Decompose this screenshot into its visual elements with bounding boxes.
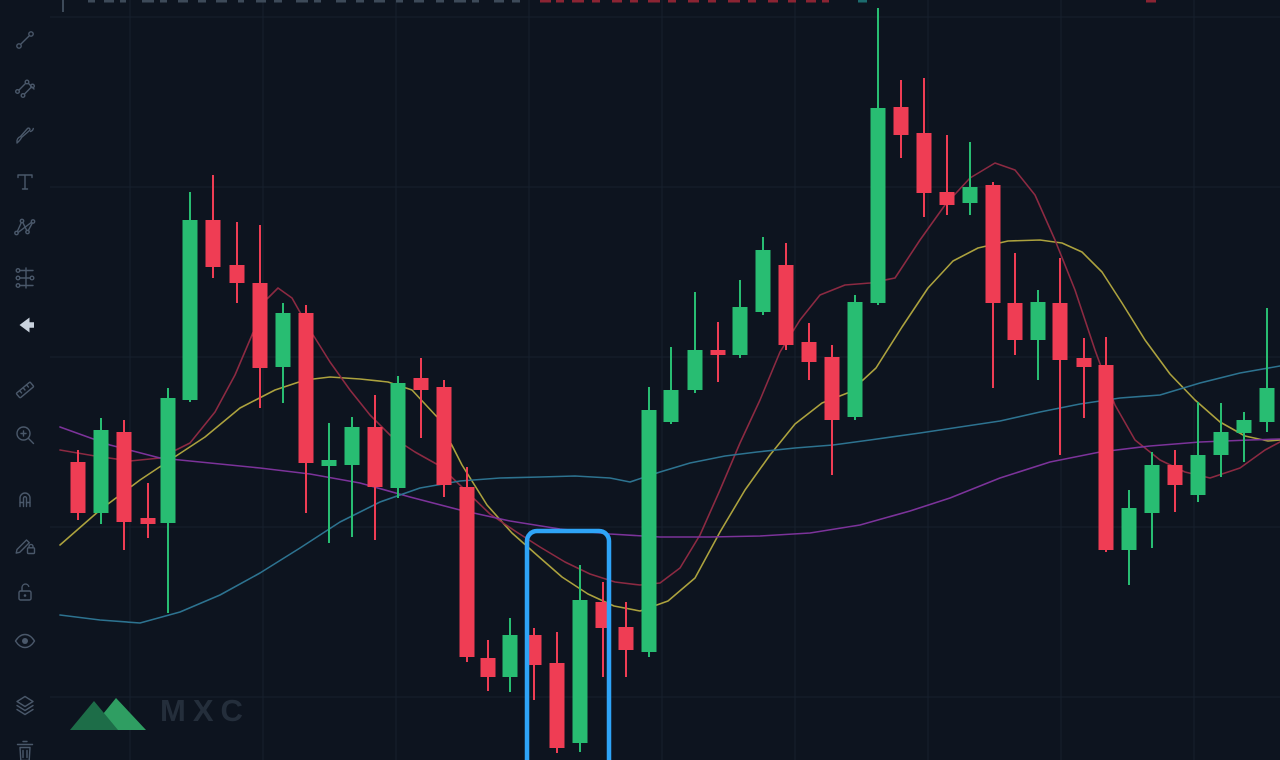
candle xyxy=(252,225,268,408)
candle xyxy=(436,380,452,497)
candle xyxy=(1213,403,1229,477)
text-icon xyxy=(17,174,33,190)
candle xyxy=(344,417,360,537)
candle xyxy=(893,80,909,158)
ma-crimson xyxy=(59,162,1280,586)
candle xyxy=(801,323,817,380)
candle xyxy=(1098,337,1114,552)
grid-layer xyxy=(50,0,1280,760)
candle xyxy=(618,602,634,677)
candle xyxy=(275,303,291,403)
candle xyxy=(732,280,748,358)
candle xyxy=(687,292,703,393)
candle xyxy=(755,237,771,315)
candle xyxy=(298,305,314,513)
xabcd-pattern-tool-button[interactable] xyxy=(8,211,42,245)
candle xyxy=(1167,450,1183,512)
candle xyxy=(480,640,496,691)
candle xyxy=(663,347,679,424)
brush-tool-button[interactable] xyxy=(8,118,42,152)
candle xyxy=(459,467,475,662)
candle xyxy=(847,295,863,420)
text-tool-button[interactable] xyxy=(8,165,42,199)
ma-magenta xyxy=(59,426,1280,538)
gann-fib-tool-button[interactable] xyxy=(8,71,42,105)
candle xyxy=(710,322,726,382)
unlock-icon xyxy=(18,583,32,601)
candle xyxy=(1076,338,1092,418)
zoom-in-icon xyxy=(16,426,35,445)
candle xyxy=(1121,490,1137,585)
candle xyxy=(205,175,221,278)
ma-lines-layer xyxy=(59,162,1280,624)
ruler-tool-button[interactable] xyxy=(8,373,42,407)
ma-teal xyxy=(59,365,1280,624)
candle xyxy=(1007,253,1023,355)
candle xyxy=(93,418,109,524)
ma-yellow xyxy=(59,239,1280,612)
candle xyxy=(549,632,565,753)
trend-line-tool-button[interactable] xyxy=(8,23,42,57)
candle xyxy=(778,243,794,350)
hide-all-drawings-button[interactable] xyxy=(8,624,42,658)
trash-icon xyxy=(16,740,34,760)
zoom-in-tool-button[interactable] xyxy=(8,418,42,452)
candle xyxy=(572,565,588,752)
gann-fib-icon xyxy=(15,79,36,99)
candle xyxy=(1052,258,1068,455)
candle xyxy=(870,8,886,305)
candlestick-layer xyxy=(70,8,1275,753)
candle xyxy=(367,395,383,540)
candle xyxy=(182,192,198,402)
candle xyxy=(321,423,337,543)
candle xyxy=(1259,308,1275,432)
object-tree-layers-button[interactable] xyxy=(8,688,42,722)
candle xyxy=(140,483,156,538)
brush-icon xyxy=(16,127,34,144)
candle xyxy=(229,222,245,303)
remove-drawings-trash-button[interactable] xyxy=(8,733,42,760)
candle xyxy=(116,420,132,550)
candle xyxy=(641,387,657,657)
trend-line-icon xyxy=(16,31,34,49)
magnet-mode-button[interactable] xyxy=(8,481,42,515)
drawing-toolbar xyxy=(0,0,50,760)
magnet-icon xyxy=(19,492,31,508)
lock-all-drawings-button[interactable] xyxy=(8,575,42,609)
forecast-icon xyxy=(15,267,35,289)
candle xyxy=(916,78,932,217)
candle xyxy=(1144,452,1160,548)
candle xyxy=(824,345,840,475)
drawing-mode-lock-button[interactable] xyxy=(8,528,42,562)
candle xyxy=(939,135,955,215)
candle xyxy=(1236,412,1252,462)
candle xyxy=(1030,290,1046,380)
layers-icon xyxy=(16,695,34,716)
candle xyxy=(962,142,978,215)
back-arrow-button[interactable] xyxy=(8,308,42,342)
mxc-watermark: MXC xyxy=(66,690,250,732)
xabcd-pattern-icon xyxy=(14,218,36,236)
candle xyxy=(1190,402,1206,502)
pencil-lock-icon xyxy=(15,539,36,555)
top-legend-cutoff-fragments xyxy=(62,0,1156,12)
candle xyxy=(526,628,542,700)
candle xyxy=(70,450,86,520)
highlight-rectangle-annotation[interactable] xyxy=(524,528,612,760)
candle xyxy=(390,376,406,498)
eye-icon xyxy=(14,633,36,649)
back-arrow-icon xyxy=(19,317,34,333)
ruler-icon xyxy=(15,381,35,399)
candle xyxy=(985,182,1001,388)
candle xyxy=(160,388,176,613)
candle xyxy=(413,358,429,438)
forecast-tool-button[interactable] xyxy=(8,261,42,295)
mxc-logo-mountains-icon xyxy=(70,698,146,730)
candle xyxy=(502,618,518,692)
mxc-watermark-text: MXC xyxy=(160,693,250,728)
